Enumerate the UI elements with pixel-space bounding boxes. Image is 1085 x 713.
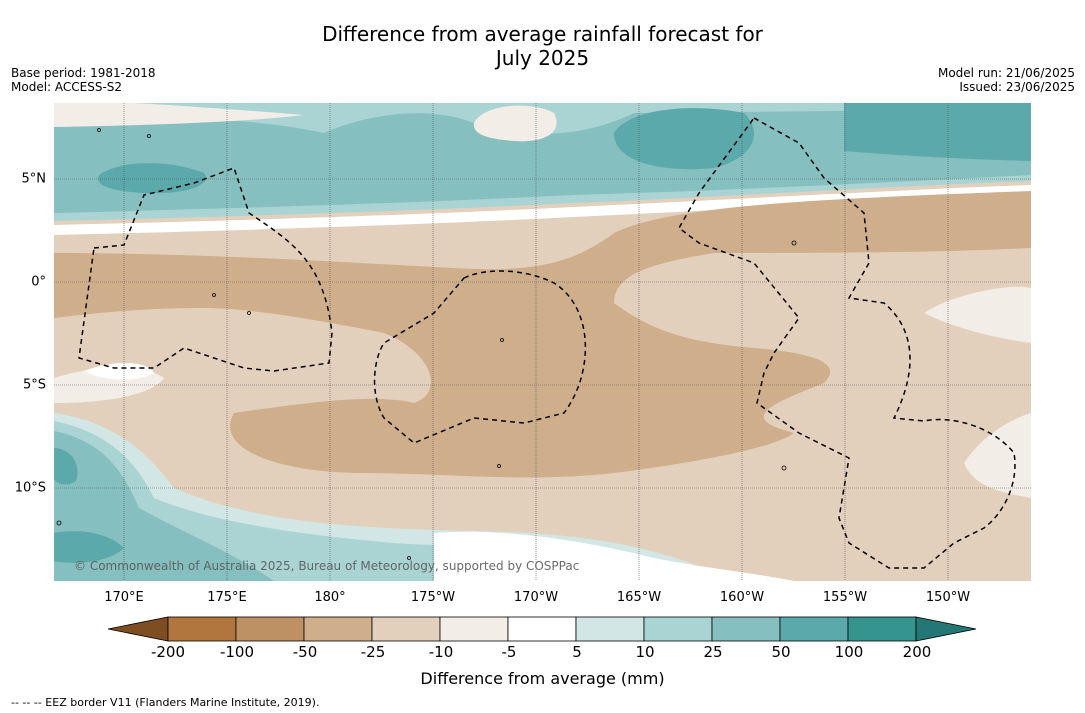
base-period: Base period: 1981-2018	[11, 66, 156, 80]
white-patch-west	[84, 362, 154, 380]
colorbar-extend-low	[108, 616, 169, 642]
cb-tick-m50: -50	[292, 643, 318, 661]
colorbar-segment	[235, 616, 305, 642]
lon-label-170e: 170°E	[104, 590, 144, 605]
colorbar	[108, 616, 977, 642]
colorbar-segment	[779, 616, 849, 642]
dry-patch-north	[473, 105, 557, 142]
title-line-2: July 2025	[495, 46, 590, 70]
meta-left: Base period: 1981-2018 Model: ACCESS-S2	[11, 66, 156, 94]
copyright-notice: © Commonwealth of Australia 2025, Bureau…	[74, 559, 580, 573]
cb-tick-m5: -5	[501, 643, 517, 661]
lon-label-155w: 155°W	[822, 590, 868, 605]
wet-south-dark	[54, 531, 124, 563]
cb-tick-25: 25	[703, 643, 723, 661]
cb-tick-m100: -100	[219, 643, 255, 661]
issued-date: Issued: 23/06/2025	[959, 80, 1075, 94]
wet-core-east	[844, 103, 1031, 161]
cb-tick-m25: -25	[360, 643, 386, 661]
colorbar-segment	[371, 616, 441, 642]
map-gridlines	[54, 103, 1031, 581]
model-run: Model run: 21/06/2025	[937, 66, 1075, 80]
wet-south-mid	[54, 421, 714, 581]
title-line-1: Difference from average rainfall forecas…	[322, 22, 763, 46]
cb-tick-m10: -10	[428, 643, 454, 661]
colorbar-segment	[507, 616, 577, 642]
wet-core-center	[614, 108, 754, 170]
colorbar-segment	[643, 616, 713, 642]
colorbar-segment	[439, 616, 509, 642]
colorbar-segment	[711, 616, 781, 642]
eez-phoenix	[373, 270, 587, 444]
page-title: Difference from average rainfall forecas…	[0, 22, 1085, 70]
eez-tuvalu	[78, 167, 333, 372]
colorbar-segments	[108, 616, 977, 642]
lon-label-180: 180°	[314, 590, 346, 605]
dry-band-center	[54, 191, 1031, 478]
wet-core-west	[98, 163, 206, 194]
colorbar-label: Difference from average (mm)	[420, 669, 665, 688]
lon-label-150w: 150°W	[925, 590, 971, 605]
light-patch-east	[924, 286, 1031, 343]
cb-tick-200: 200	[902, 643, 932, 661]
lon-label-160w: 160°W	[719, 590, 765, 605]
lon-label-175e: 175°E	[207, 590, 247, 605]
colorbar-extend-high	[915, 616, 977, 642]
rainfall-map	[54, 103, 1031, 581]
cb-tick-50: 50	[771, 643, 791, 661]
model-name: Model: ACCESS-S2	[11, 80, 123, 94]
island-outlines	[56, 128, 797, 560]
light-strip-north	[54, 185, 1031, 235]
white-strip-south	[434, 531, 794, 581]
colorbar-segment	[847, 616, 917, 642]
colorbar-segment	[575, 616, 645, 642]
cb-tick-5: 5	[572, 643, 582, 661]
lon-label-170w: 170°W	[513, 590, 559, 605]
lat-label-0: 0°	[31, 274, 46, 290]
lon-label-165w: 165°W	[616, 590, 662, 605]
dry-strip-north	[54, 103, 304, 127]
meta-right: Model run: 21/06/2025 Issued: 23/06/2025	[938, 66, 1075, 94]
colorbar-segment	[167, 616, 237, 642]
lat-label-5s: 5°S	[22, 377, 46, 393]
lat-label-10s: 10°S	[14, 480, 46, 496]
colorbar-segment	[303, 616, 373, 642]
cb-tick-10: 10	[635, 643, 655, 661]
wet-south-dark-2	[54, 448, 78, 485]
eez-borders	[78, 117, 1016, 569]
lon-label-175w: 175°W	[410, 590, 456, 605]
eez-footnote: -- -- -- EEZ border V11 (Flanders Marine…	[11, 696, 320, 709]
wet-band-north-mid	[54, 109, 1031, 213]
cb-tick-m200: -200	[150, 643, 186, 661]
lat-label-5n: 5°N	[21, 171, 47, 187]
cb-tick-100: 100	[834, 643, 864, 661]
